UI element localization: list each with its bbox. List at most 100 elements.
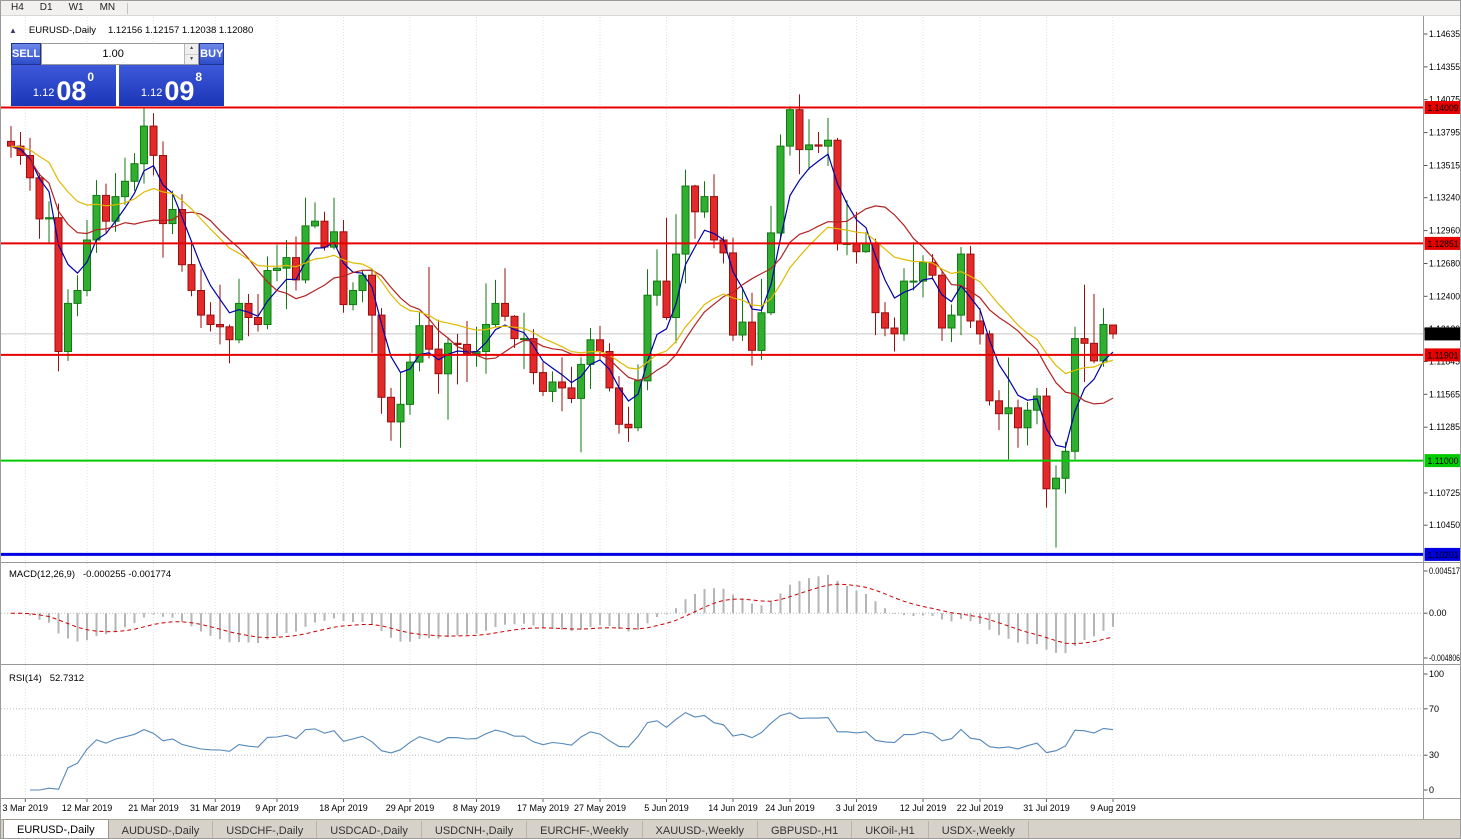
candle: [330, 197, 338, 250]
rsi-value: 52.7312: [49, 673, 85, 684]
chart-ohlc-readout: 1.12156 1.12157 1.12038 1.12080: [107, 25, 254, 36]
date-tick-label: 22 Jul 2019: [957, 803, 1004, 813]
candle: [7, 126, 15, 158]
candle: [206, 302, 215, 332]
chart-tab-gbpusd-h1[interactable]: GBPUSD-,H1: [757, 821, 853, 838]
price-tick-label: 1.11285: [1429, 422, 1460, 432]
candle: [83, 220, 91, 297]
candle: [710, 174, 718, 249]
price-tick-label: 1.13795: [1429, 128, 1460, 138]
price-tick-label: 1.14635: [1429, 29, 1460, 39]
chart-area: 3 Mar 2019 12 Mar 2019 21 Mar 2019 31 Mar 2…: [1, 16, 1461, 819]
buy-button[interactable]: BUY: [199, 43, 225, 65]
candle: [567, 366, 576, 404]
rsi-axis-label: 70: [1429, 704, 1439, 714]
chart-tab-usdcnh-daily[interactable]: USDCNH-,Daily: [421, 821, 528, 838]
candle: [558, 357, 566, 412]
chart-tab-usdx-weekly[interactable]: USDX-,Weekly: [928, 821, 1029, 838]
date-tick-label: 3 Mar 2019: [3, 803, 49, 813]
candle: [700, 181, 709, 218]
candle: [624, 406, 633, 442]
level-price-tag-text: 1.12851: [1428, 239, 1459, 249]
candle: [539, 362, 547, 397]
candle: [1080, 284, 1089, 382]
candle: [757, 278, 766, 360]
buy-price-panel[interactable]: 1.12 09 8: [119, 65, 224, 106]
level-price-tag: [1424, 101, 1460, 114]
candle: [691, 184, 699, 239]
candle: [244, 294, 253, 337]
date-tick-label: 27 May 2019: [574, 803, 626, 813]
chart-tab-eurchf-weekly[interactable]: EURCHF-,Weekly: [527, 821, 643, 838]
candle: [368, 269, 376, 353]
candle: [833, 137, 842, 251]
chart-canvas[interactable]: 3 Mar 2019 12 Mar 2019 21 Mar 2019 31 Mar 2…: [1, 16, 1461, 819]
candle: [273, 244, 281, 282]
candle: [1061, 441, 1070, 494]
price-tick-label: 1.12960: [1429, 226, 1460, 236]
chart-tab-eurusd-daily[interactable]: EURUSD-,Daily: [3, 819, 109, 838]
timeframe-button-w1[interactable]: W1: [68, 2, 84, 13]
sell-button[interactable]: SELL: [11, 43, 42, 65]
candle: [529, 329, 538, 385]
macd-label-row: MACD(12,26,9) -0.000255 -0.001774: [9, 569, 171, 580]
candle: [729, 237, 737, 341]
candle: [92, 180, 101, 253]
one-click-collapse-icon[interactable]: ▲: [9, 25, 17, 35]
candle: [387, 387, 395, 441]
date-tick-label: 29 Apr 2019: [386, 803, 435, 813]
volume-decrease-button[interactable]: ▼: [185, 54, 199, 64]
macd-axis-label: -0.004806: [1429, 653, 1460, 663]
date-tick-label: 9 Apr 2019: [255, 803, 299, 813]
price-tick-label: 1.13515: [1429, 161, 1460, 171]
candle: [786, 106, 794, 156]
candle: [767, 205, 775, 316]
timeframe-button-h4[interactable]: H4: [11, 2, 24, 13]
candle: [111, 173, 120, 232]
price-tick-label: 1.12680: [1429, 259, 1460, 269]
candle: [919, 255, 927, 298]
price-tick-label: 1.10450: [1429, 520, 1460, 530]
chart-tab-ukoil-h1[interactable]: UKOil-,H1: [852, 821, 929, 838]
chart-tab-audusd-daily[interactable]: AUDUSD-,Daily: [108, 821, 214, 838]
candle: [957, 247, 965, 336]
candle: [491, 279, 500, 327]
volume-spinner: ▲ ▼: [184, 44, 199, 64]
candle: [795, 94, 804, 175]
one-click-trading-widget: SELL ▲ ▼ BUY 1.12 08 0 1.12: [11, 43, 225, 106]
timeframe-button-d1[interactable]: D1: [39, 2, 53, 13]
volume-increase-button[interactable]: ▲: [185, 44, 199, 55]
candle: [738, 286, 747, 341]
chart-tab-xauusd-weekly[interactable]: XAUUSD-,Weekly: [642, 821, 758, 838]
candle: [301, 197, 310, 284]
candle: [890, 317, 899, 352]
candle: [985, 330, 994, 406]
candle: [947, 304, 956, 343]
macd-axis-label: 0.004517: [1429, 566, 1460, 576]
candle: [814, 132, 823, 154]
macd-axis-label: 0.00: [1429, 608, 1447, 618]
volume-input[interactable]: [42, 44, 185, 64]
candle: [548, 371, 557, 402]
candle: [358, 270, 367, 303]
chart-tab-usdcad-daily[interactable]: USDCAD-,Daily: [317, 821, 422, 838]
sell-price-panel[interactable]: 1.12 08 0: [11, 65, 116, 106]
candle: [976, 308, 984, 345]
candle: [501, 268, 509, 321]
date-tick-label: 12 Jul 2019: [900, 803, 947, 813]
candle: [434, 319, 443, 394]
rsi-axis-label: 30: [1429, 750, 1439, 760]
candle: [938, 270, 946, 341]
candle: [197, 269, 205, 328]
volume-field: ▲ ▼: [41, 43, 200, 65]
current-price-tag: [1424, 327, 1460, 341]
candle: [425, 267, 433, 359]
rsi-axis-label: 100: [1429, 669, 1444, 679]
timeframe-button-mn[interactable]: MN: [99, 2, 116, 13]
candle: [396, 372, 405, 448]
candle: [453, 333, 462, 385]
chart-tab-usdchf-daily[interactable]: USDCHF-,Daily: [213, 821, 318, 838]
candle: [1071, 326, 1079, 460]
candle: [643, 269, 652, 391]
